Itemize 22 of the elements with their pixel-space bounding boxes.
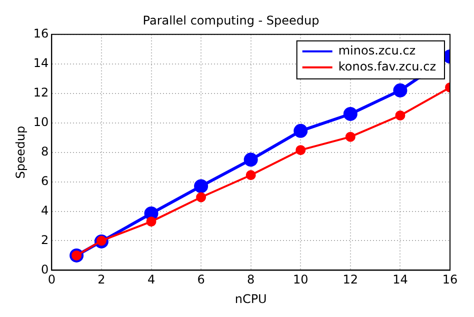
x-tick-label: 14 (392, 272, 408, 287)
x-tick-label: 16 (442, 272, 458, 287)
y-tick-label: 8 (41, 144, 49, 158)
y-tick-label: 0 (41, 262, 49, 276)
x-tick-label: 2 (98, 272, 106, 287)
x-tick-label: 4 (147, 272, 156, 287)
legend-label: konos.fav.zcu.cz (338, 60, 436, 74)
y-tick-label: 10 (33, 114, 49, 129)
x-axis-title: nCPU (234, 292, 267, 306)
y-tick-label: 4 (41, 203, 49, 218)
y-tick-label: 14 (33, 56, 49, 70)
y-tick-label: 12 (33, 85, 49, 100)
y-tick-label: 2 (41, 232, 49, 247)
x-tick-label: 12 (342, 272, 358, 287)
y-tick-label: 6 (41, 174, 49, 188)
y-tick-label: 16 (33, 26, 49, 41)
x-tick-label: 6 (197, 272, 205, 287)
legend-label: minos.zcu.cz (338, 44, 416, 58)
x-tick-label: 10 (292, 272, 308, 287)
chart-title: Parallel computing - Speedup (142, 13, 320, 28)
x-tick-label: 8 (247, 272, 255, 287)
y-axis-title: Speedup (13, 126, 28, 179)
